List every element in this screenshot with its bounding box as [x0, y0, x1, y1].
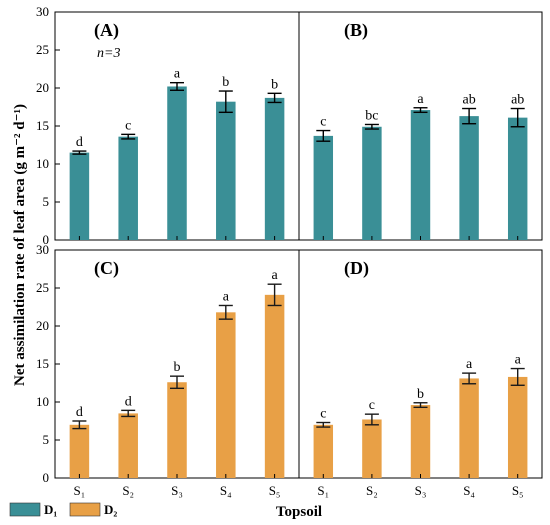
panel-label: (C) — [94, 258, 119, 279]
sample-size-annotation: n=3 — [97, 46, 120, 61]
significance-letter: b — [417, 387, 424, 402]
panel-label: (B) — [344, 20, 368, 41]
y-tick-label: 20 — [36, 318, 49, 333]
y-tick-label: 5 — [43, 432, 50, 447]
bar — [264, 97, 285, 240]
bar — [507, 117, 528, 240]
significance-letter: ab — [511, 93, 524, 108]
panel-3: c S₁ c S₂ b S₃ a S₄ a S₅ (D) — [298, 249, 543, 498]
x-tick-label: S₃ — [171, 483, 183, 498]
significance-letter: d — [76, 405, 83, 420]
y-axis-title: Net assimilation rate of leaf area (g m⁻… — [12, 104, 28, 386]
panel-0: 0 5 10 15 20 25 30 d c a b b (A) n=3 — [36, 4, 300, 247]
x-tick-label: S₂ — [366, 483, 378, 498]
bar — [507, 376, 528, 478]
legend-swatch-d1 — [9, 502, 41, 517]
significance-letter: b — [271, 77, 278, 92]
bar — [167, 86, 187, 240]
legend-label-d1: D₁ — [44, 502, 57, 517]
bar — [459, 116, 479, 240]
bar — [362, 126, 382, 240]
legend: D₁ D₂ — [9, 502, 117, 517]
x-tick-label: S₅ — [512, 483, 524, 498]
bar — [410, 110, 431, 240]
y-tick-label: 30 — [36, 4, 49, 19]
y-tick-label: 5 — [43, 194, 50, 209]
y-tick-label: 20 — [36, 80, 49, 95]
significance-letter: ab — [462, 93, 475, 108]
x-axis-title: Topsoil — [276, 504, 322, 520]
significance-letter: d — [125, 394, 132, 409]
panel-label: (A) — [94, 20, 119, 41]
bar — [459, 378, 479, 478]
y-tick-label: 30 — [36, 242, 49, 257]
bar — [410, 405, 431, 478]
bar — [216, 312, 236, 478]
panel-label: (D) — [344, 258, 369, 279]
significance-letter: c — [320, 407, 326, 422]
bar — [69, 424, 90, 478]
x-tick-label: S₅ — [269, 483, 281, 498]
y-tick-label: 25 — [36, 42, 49, 57]
legend-label-d2: D₂ — [104, 502, 117, 517]
y-tick-label: 25 — [36, 280, 49, 295]
x-tick-label: S₂ — [122, 483, 134, 498]
significance-letter: c — [125, 118, 131, 133]
significance-letter: d — [76, 135, 83, 150]
legend-swatch-d2 — [69, 502, 101, 517]
significance-letter: a — [466, 357, 473, 372]
x-tick-label: S₄ — [463, 483, 475, 498]
y-tick-label: 10 — [36, 156, 49, 171]
significance-letter: a — [174, 67, 181, 82]
significance-letter: b — [174, 360, 181, 375]
y-tick-label: 0 — [43, 470, 50, 485]
panel-2: 0 5 10 15 20 25 30 d S₁ d S₂ b S₃ a S₄ a S₅ (C) — [36, 242, 300, 498]
significance-letter: b — [222, 75, 229, 90]
bar — [69, 152, 90, 240]
significance-letter: a — [515, 353, 522, 368]
significance-letter: bc — [365, 108, 378, 123]
significance-letter: c — [320, 115, 326, 130]
significance-letter: c — [369, 398, 375, 413]
bar — [118, 136, 138, 240]
y-tick-label: 10 — [36, 394, 49, 409]
significance-letter: a — [417, 92, 424, 107]
significance-letter: a — [271, 268, 278, 283]
panel-1: c bc a ab ab (B) — [298, 11, 543, 241]
x-tick-label: S₄ — [220, 483, 232, 498]
y-tick-label: 15 — [36, 356, 49, 371]
x-tick-label: S₁ — [317, 483, 329, 498]
bar — [362, 419, 382, 478]
bar — [167, 382, 187, 478]
y-tick-label: 0 — [43, 232, 50, 247]
x-tick-label: S₁ — [74, 483, 86, 498]
x-tick-label: S₃ — [415, 483, 427, 498]
bar — [313, 424, 334, 478]
y-tick-label: 15 — [36, 118, 49, 133]
significance-letter: a — [223, 289, 230, 304]
bar — [264, 294, 285, 478]
bar — [118, 413, 138, 478]
bar — [216, 101, 236, 241]
bar — [313, 135, 334, 240]
